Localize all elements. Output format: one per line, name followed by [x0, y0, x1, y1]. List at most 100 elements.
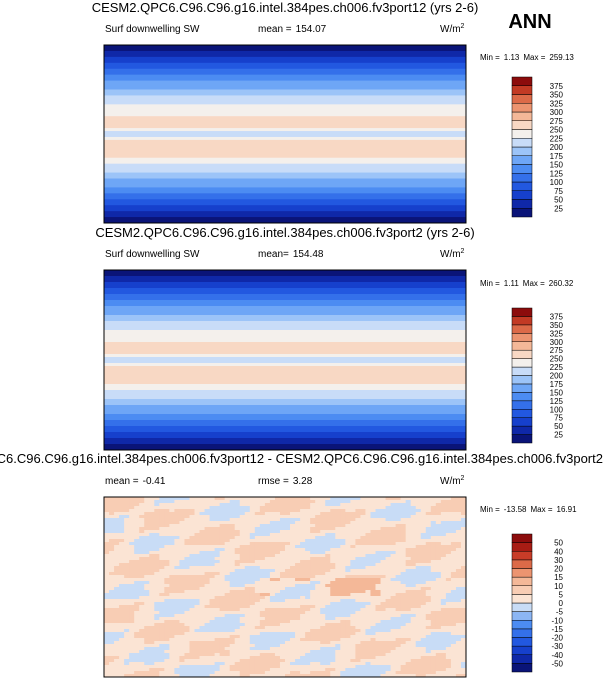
colorbar-label: 175	[550, 380, 564, 389]
map-cell	[370, 629, 377, 633]
map-cell	[144, 599, 150, 603]
map-cell	[264, 638, 271, 642]
map-cell	[204, 659, 211, 663]
map-cell	[154, 617, 160, 621]
map-cell	[174, 671, 181, 675]
map-cell	[345, 524, 351, 528]
map-cell	[360, 512, 367, 516]
map-cell	[410, 656, 417, 660]
map-cell	[169, 659, 175, 663]
map-cell	[320, 536, 326, 540]
map-cell	[330, 614, 336, 618]
map-cell	[269, 569, 276, 573]
map-cell	[420, 605, 427, 609]
map-cell	[244, 560, 251, 564]
map-band	[104, 411, 466, 415]
map-cell	[209, 584, 216, 588]
map-cell	[129, 572, 135, 576]
map-cell	[365, 614, 372, 618]
map-cell	[395, 563, 402, 567]
map-cell	[164, 545, 170, 549]
map-cell	[179, 626, 186, 630]
map-cell	[244, 593, 251, 597]
colorbar-label: 100	[550, 405, 564, 414]
map-cell	[264, 671, 271, 675]
map-cell	[234, 617, 241, 621]
map-cell	[149, 569, 155, 573]
map-cell	[144, 551, 150, 555]
map-cell	[249, 578, 256, 582]
map-cell	[239, 635, 246, 639]
map-cell	[189, 572, 196, 576]
map-cell	[430, 593, 437, 597]
map-cell	[335, 614, 341, 618]
map-cell	[154, 668, 160, 672]
colorbar-box	[511, 628, 533, 638]
map-cell	[420, 530, 427, 534]
map-cell	[370, 545, 377, 549]
map-cell	[420, 647, 427, 651]
map-cell	[350, 614, 356, 618]
map-cell	[385, 521, 392, 525]
map-cell	[264, 626, 271, 630]
map-cell	[214, 608, 221, 612]
map-cell	[224, 629, 231, 633]
map-cell	[385, 665, 392, 669]
map-cell	[405, 608, 412, 612]
map-cell	[380, 569, 387, 573]
map-cell	[320, 512, 326, 516]
map-cell	[149, 524, 155, 528]
map-cell	[269, 617, 276, 621]
map-cell	[320, 581, 326, 585]
map-cell	[184, 551, 191, 555]
map-cell	[315, 587, 321, 591]
map-cell	[279, 542, 286, 546]
colorbar-label: 15	[554, 573, 563, 582]
map-cell	[174, 665, 181, 669]
map-cell	[320, 560, 326, 564]
map-cell	[315, 545, 321, 549]
map-cell	[279, 656, 286, 660]
map-cell	[109, 662, 115, 666]
map-cell	[375, 542, 382, 546]
map-cell	[204, 566, 211, 570]
map-cell	[460, 578, 466, 582]
map-cell	[405, 560, 412, 564]
map-cell	[440, 545, 447, 549]
map-cell	[164, 635, 170, 639]
map-cell	[104, 656, 110, 660]
map-cell	[305, 584, 311, 588]
map-cell	[340, 542, 346, 546]
map-cell	[209, 671, 216, 675]
map-cell	[279, 545, 286, 549]
map-cell	[450, 653, 457, 657]
colorbar-label: 300	[550, 338, 564, 347]
map-cell	[154, 593, 160, 597]
map-cell	[455, 503, 462, 507]
map-cell	[174, 590, 181, 594]
map-cell	[124, 521, 130, 525]
map-cell	[405, 605, 412, 609]
map-cell	[315, 644, 321, 648]
map-cell	[310, 575, 316, 579]
map-cell	[410, 542, 417, 546]
map-band	[104, 92, 466, 97]
map-cell	[355, 584, 362, 588]
map-cell	[365, 617, 372, 621]
map-cell	[199, 602, 206, 606]
map-cell	[139, 545, 145, 549]
map-cell	[189, 668, 196, 672]
map-cell	[234, 533, 241, 537]
map-cell	[124, 572, 130, 576]
map-cell	[430, 620, 437, 624]
map-cell	[159, 554, 165, 558]
map-cell	[325, 515, 331, 519]
map-cell	[229, 515, 236, 519]
map-cell	[264, 551, 271, 555]
map-cell	[264, 581, 271, 585]
map-cell	[149, 620, 155, 624]
map-cell	[224, 497, 231, 501]
map-cell	[400, 620, 407, 624]
map-cell	[244, 614, 251, 618]
map-cell	[209, 623, 216, 627]
